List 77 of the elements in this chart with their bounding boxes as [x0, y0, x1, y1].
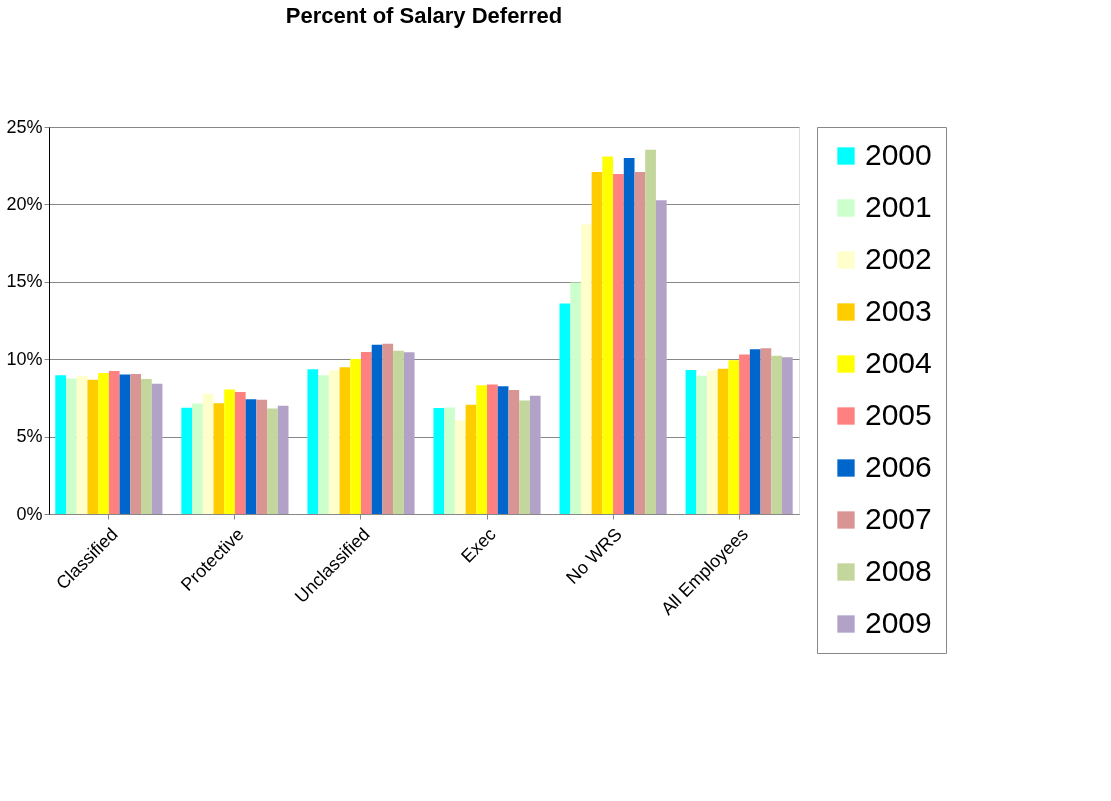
bar	[559, 303, 571, 514]
bar	[433, 408, 445, 514]
bar	[529, 395, 541, 514]
bar	[781, 357, 793, 514]
legend-label: 2005	[865, 398, 932, 431]
bar	[613, 173, 624, 514]
legend-label: 2009	[865, 606, 932, 639]
legend-label: 2000	[865, 138, 932, 171]
bar	[749, 349, 761, 514]
bar	[580, 224, 592, 514]
bar	[130, 373, 142, 514]
bar	[655, 200, 667, 514]
bar	[476, 385, 488, 514]
bar	[717, 368, 729, 514]
legend-label: 2007	[865, 502, 932, 535]
bar	[141, 379, 152, 514]
bar	[382, 343, 394, 514]
legend-label: 2002	[865, 242, 932, 275]
bar	[328, 370, 340, 514]
legend-label: 2001	[865, 190, 932, 223]
bar	[267, 408, 278, 514]
bar	[508, 390, 520, 514]
chart-title: Percent of Salary Deferred	[285, 3, 563, 28]
bar	[339, 367, 351, 514]
bar	[685, 370, 697, 514]
bar	[318, 375, 329, 514]
bar	[87, 379, 99, 514]
bar	[66, 378, 77, 514]
bar	[706, 370, 718, 514]
bar	[119, 374, 131, 514]
bar	[76, 375, 88, 514]
bar	[645, 149, 656, 514]
bar	[307, 369, 319, 514]
legend-label: 2006	[865, 450, 932, 483]
bar	[371, 344, 383, 514]
bar	[634, 171, 646, 514]
y-tick-label: 20%	[6, 193, 43, 214]
bar	[454, 420, 466, 514]
bar	[403, 352, 415, 514]
bar	[728, 360, 740, 514]
bar	[771, 355, 782, 514]
bar	[234, 392, 246, 514]
bar	[151, 383, 163, 514]
bar	[202, 393, 214, 514]
y-tick-label: 5%	[16, 426, 43, 447]
bar	[393, 350, 404, 514]
bar	[108, 370, 120, 514]
y-tick-label: 0%	[16, 503, 43, 524]
bar	[245, 399, 257, 514]
legend-label: 2003	[865, 294, 932, 327]
y-tick-label: 10%	[6, 348, 43, 369]
bar	[591, 171, 603, 514]
bar	[497, 386, 509, 514]
y-tick-label: 25%	[6, 116, 43, 137]
bar	[256, 399, 268, 514]
bar	[760, 348, 772, 514]
bar	[181, 407, 193, 514]
bar	[570, 282, 581, 514]
bar	[696, 375, 707, 514]
bar	[55, 375, 67, 514]
bar	[360, 351, 372, 514]
bar	[98, 372, 109, 514]
bar	[602, 156, 614, 514]
bar	[192, 403, 203, 514]
bar	[350, 358, 361, 514]
legend-label: 2008	[865, 554, 932, 587]
y-tick-label: 15%	[6, 271, 43, 292]
legend-label: 2004	[865, 346, 932, 379]
bar	[224, 389, 235, 514]
bar	[487, 384, 498, 514]
bar	[277, 405, 289, 514]
bar	[465, 404, 477, 514]
bar	[519, 400, 530, 514]
bar	[444, 407, 455, 514]
bar	[213, 403, 225, 514]
bar	[739, 354, 750, 514]
bar	[623, 158, 635, 514]
